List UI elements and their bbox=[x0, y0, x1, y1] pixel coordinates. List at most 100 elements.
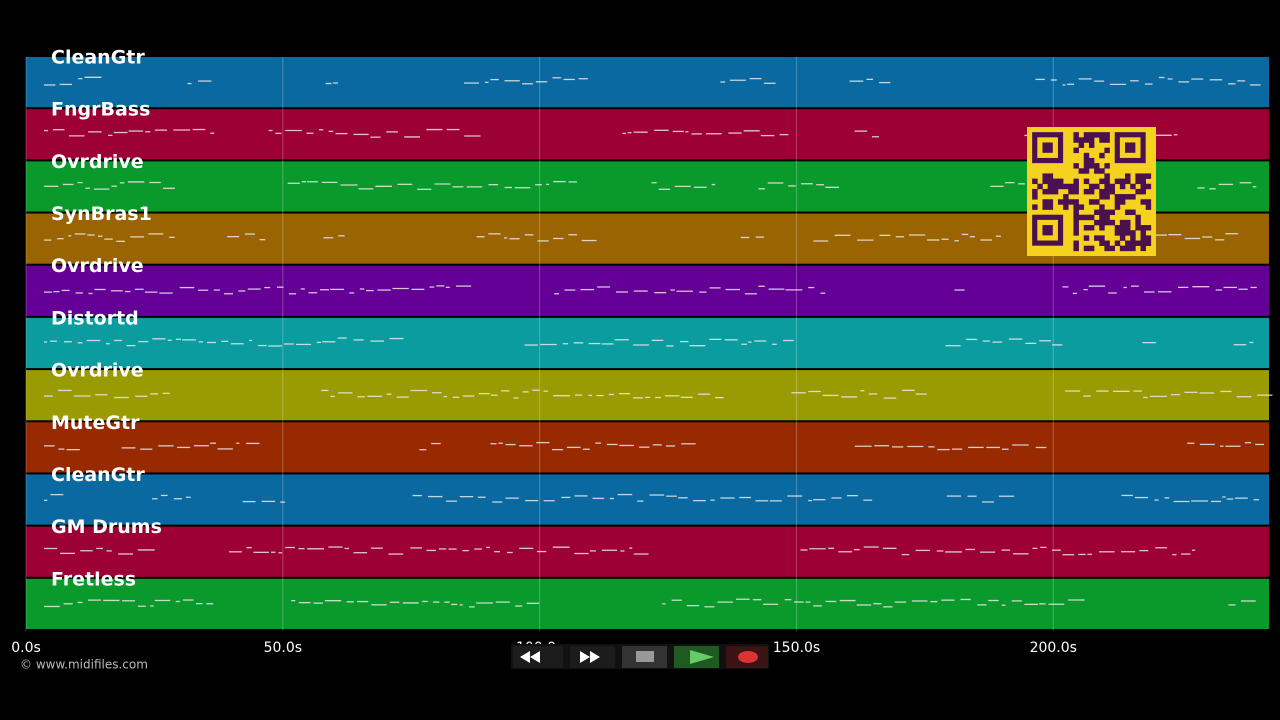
qr-cell bbox=[1088, 183, 1095, 190]
qr-cell bbox=[1114, 204, 1121, 210]
qr-cell bbox=[1068, 183, 1074, 190]
qr-finder bbox=[1125, 142, 1136, 153]
qr-cell bbox=[1114, 199, 1121, 205]
qr-cell bbox=[1104, 209, 1110, 216]
qr-cell bbox=[1094, 209, 1100, 216]
qr-cell bbox=[1119, 225, 1126, 231]
qr-cell bbox=[1099, 168, 1105, 174]
track-label: Fretless bbox=[51, 568, 136, 590]
qr-cell bbox=[1130, 230, 1136, 236]
qr-cell bbox=[1104, 214, 1110, 221]
qr-cell bbox=[1104, 163, 1110, 169]
qr-cell bbox=[1099, 219, 1105, 226]
qr-cell bbox=[1073, 219, 1079, 226]
record-button[interactable] bbox=[726, 646, 768, 668]
play-button[interactable] bbox=[674, 646, 719, 668]
qr-cell bbox=[1119, 199, 1126, 205]
qr-cell bbox=[1125, 225, 1131, 231]
qr-cell bbox=[1140, 230, 1146, 236]
qr-cell bbox=[1109, 183, 1116, 190]
qr-cell bbox=[1047, 199, 1054, 205]
qr-cell bbox=[1094, 235, 1100, 241]
rewind-button[interactable] bbox=[513, 646, 563, 668]
qr-cell bbox=[1104, 219, 1110, 226]
qr-cell bbox=[1119, 178, 1126, 185]
qr-cell bbox=[1083, 245, 1090, 252]
qr-cell bbox=[1104, 132, 1110, 138]
qr-cell bbox=[1135, 225, 1141, 231]
qr-cell bbox=[1140, 245, 1146, 252]
qr-cell bbox=[1073, 209, 1079, 216]
qr-cell bbox=[1073, 214, 1079, 221]
qr-cell bbox=[1088, 245, 1095, 252]
qr-cell bbox=[1125, 173, 1131, 179]
qr-cell bbox=[1063, 199, 1069, 205]
qr-cell bbox=[1094, 219, 1100, 226]
qr-cell bbox=[1073, 188, 1079, 195]
qr-cell bbox=[1073, 245, 1079, 252]
forward-button[interactable] bbox=[570, 646, 615, 668]
qr-finder bbox=[1042, 225, 1053, 236]
qr-cell bbox=[1145, 225, 1152, 231]
x-tick-label: 50.0s bbox=[264, 640, 302, 656]
qr-cell bbox=[1094, 199, 1100, 205]
qr-cell bbox=[1099, 214, 1105, 221]
qr-cell bbox=[1125, 245, 1131, 252]
qr-cell bbox=[1094, 163, 1100, 169]
qr-cell bbox=[1130, 209, 1136, 216]
qr-cell bbox=[1104, 194, 1110, 200]
qr-cell bbox=[1083, 168, 1090, 174]
qr-cell bbox=[1140, 199, 1146, 205]
qr-cell bbox=[1140, 183, 1146, 190]
qr-cell bbox=[1114, 230, 1121, 236]
x-tick-label: 150.0s bbox=[773, 640, 820, 656]
qr-cell bbox=[1073, 147, 1079, 154]
qr-cell bbox=[1119, 219, 1126, 226]
track-label: GM Drums bbox=[51, 516, 162, 538]
qr-cell bbox=[1088, 142, 1095, 148]
qr-cell bbox=[1073, 199, 1079, 205]
qr-cell bbox=[1114, 225, 1121, 231]
qr-cell bbox=[1099, 132, 1105, 138]
qr-cell bbox=[1073, 163, 1079, 169]
forward-icon bbox=[580, 651, 600, 663]
qr-cell bbox=[1140, 178, 1146, 185]
qr-cell bbox=[1130, 245, 1136, 252]
qr-cell bbox=[1099, 240, 1105, 246]
qr-cell bbox=[1037, 183, 1043, 190]
qr-cell bbox=[1088, 199, 1095, 205]
qr-cell bbox=[1099, 178, 1105, 185]
qr-cell bbox=[1099, 137, 1105, 143]
qr-cell bbox=[1145, 183, 1152, 190]
stop-button[interactable] bbox=[622, 646, 667, 668]
qr-cell bbox=[1145, 173, 1152, 179]
qr-cell bbox=[1088, 137, 1095, 143]
qr-cell bbox=[1114, 240, 1121, 246]
qr-cell bbox=[1083, 132, 1090, 138]
qr-cell bbox=[1032, 178, 1038, 185]
track-label: Distortd bbox=[51, 307, 139, 329]
qr-cell bbox=[1078, 142, 1085, 148]
credit: © www.midifiles.com bbox=[20, 658, 148, 672]
rewind-icon bbox=[520, 651, 540, 663]
qr-cell bbox=[1099, 235, 1105, 241]
qr-cell bbox=[1104, 188, 1110, 195]
qr-cell bbox=[1073, 178, 1079, 185]
qr-cell bbox=[1073, 183, 1079, 190]
qr-cell bbox=[1125, 219, 1131, 226]
qr-cell bbox=[1099, 194, 1105, 200]
qr-cell bbox=[1083, 178, 1090, 185]
labels: CleanGtr FngrBass Ovrdrive SynBras1 Ovrdrive… bbox=[11, 47, 1077, 657]
qr-cell bbox=[1104, 178, 1110, 185]
qr-cell bbox=[1088, 157, 1095, 164]
qr-cell bbox=[1083, 152, 1090, 159]
track-label: SynBras1 bbox=[51, 203, 152, 225]
qr-cell bbox=[1135, 173, 1141, 179]
qr-cell bbox=[1135, 188, 1141, 195]
qr-cell bbox=[1119, 183, 1126, 190]
x-tick-label: 200.0s bbox=[1030, 640, 1077, 656]
track-label: Ovrdrive bbox=[51, 360, 144, 382]
qr-cell bbox=[1083, 225, 1090, 231]
qr-cell bbox=[1130, 183, 1136, 190]
